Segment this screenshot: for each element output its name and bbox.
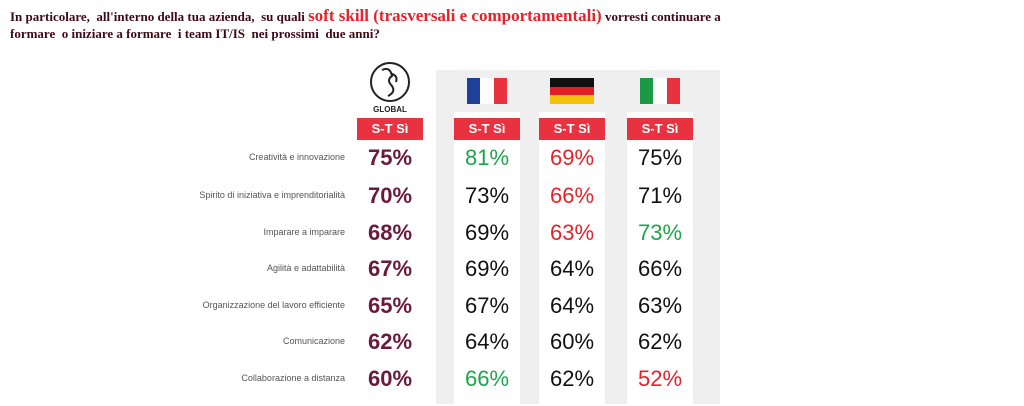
cell-value: 52% — [637, 366, 683, 391]
flag-stripe — [640, 78, 654, 104]
cell-value: 63% — [637, 293, 683, 318]
cell-value: 75% — [637, 145, 683, 170]
cell-value: 69% — [549, 145, 595, 170]
flag-stripe — [550, 95, 594, 105]
flag-stripe — [666, 78, 680, 104]
cell-value: 66% — [464, 366, 510, 391]
row-label: Collaborazione a distanza — [241, 373, 345, 383]
title-text: vorresti continuare a — [601, 9, 721, 24]
cell-value: 60% — [367, 366, 413, 391]
column-header: S-T Sì — [627, 118, 693, 140]
row-label: Spirito di iniziativa e imprenditorialit… — [199, 190, 345, 200]
title-line: formare o iniziare a formare i team IT/I… — [10, 26, 380, 41]
cell-value: 60% — [549, 329, 595, 354]
column-header: S-T Sì — [454, 118, 520, 140]
column-header: S-T Sì — [539, 118, 605, 140]
row-label: Comunicazione — [282, 336, 345, 346]
flag-stripe — [493, 78, 507, 104]
cell-value: 66% — [637, 256, 683, 281]
cell-value: 73% — [637, 220, 683, 245]
row-label: Agilità e adattabilità — [266, 263, 345, 273]
logo-label: GLOBAL — [373, 105, 407, 114]
cell-value: 66% — [549, 183, 595, 208]
column-background — [627, 112, 693, 404]
cell-value: 62% — [549, 366, 595, 391]
flag-stripe — [550, 78, 594, 87]
cell-value: 65% — [367, 293, 413, 318]
column-background — [454, 112, 520, 404]
cell-value: 64% — [549, 256, 595, 281]
flag-stripe — [467, 78, 481, 104]
cell-value: 64% — [549, 293, 595, 318]
cell-value: 68% — [367, 220, 413, 245]
cell-value: 69% — [464, 256, 510, 281]
title-line: In particolare, all'interno della tua az… — [10, 6, 721, 26]
cell-value: 69% — [464, 220, 510, 245]
cell-value: 70% — [367, 183, 413, 208]
row-label: Creatività e innovazione — [248, 152, 345, 162]
cell-value: 73% — [464, 183, 510, 208]
cell-value: 67% — [367, 256, 413, 281]
flag-stripe — [480, 78, 494, 104]
flag-stripe — [653, 78, 667, 104]
cell-value: 62% — [367, 329, 413, 354]
column-background — [539, 112, 605, 404]
title-text: In particolare, all'interno della tua az… — [10, 9, 309, 24]
row-label: Organizzazione del lavoro efficiente — [202, 300, 345, 310]
column-header: S-T Sì — [357, 118, 423, 140]
title-highlight: soft skill (trasversali e comportamental… — [308, 6, 602, 25]
cell-value: 67% — [464, 293, 510, 318]
cell-value: 81% — [464, 145, 510, 170]
cell-value: 75% — [367, 145, 413, 170]
cell-value: 63% — [549, 220, 595, 245]
flag-stripe — [550, 86, 594, 96]
cell-value: 71% — [637, 183, 683, 208]
row-label: Imparare a imparare — [263, 227, 345, 237]
global-logo: GLOBAL — [370, 62, 410, 114]
cell-value: 64% — [464, 329, 510, 354]
cell-value: 62% — [637, 329, 683, 354]
